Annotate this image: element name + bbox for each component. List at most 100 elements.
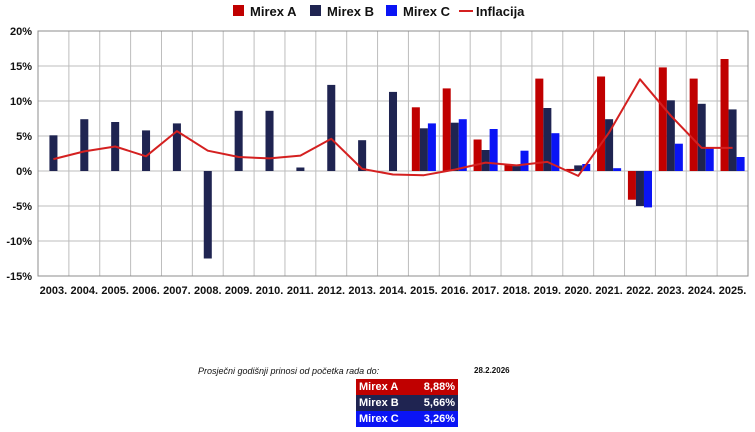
x-tick-label: 2007. xyxy=(163,285,191,297)
bar-mirex-b xyxy=(234,110,243,171)
bar-mirex-b xyxy=(203,171,212,259)
x-tick-label: 2023. xyxy=(657,285,685,297)
bar-mirex-c xyxy=(520,150,529,171)
x-tick-label: 2004. xyxy=(71,285,99,297)
bar-mirex-c xyxy=(613,168,622,171)
bar-mirex-c xyxy=(427,123,436,171)
bar-mirex-c xyxy=(551,133,560,171)
bar-mirex-b xyxy=(481,150,490,171)
bar-mirex-a xyxy=(720,59,729,171)
bar-mirex-b xyxy=(296,167,305,171)
x-tick-label: 2003. xyxy=(40,285,68,297)
x-axis-ticks: 2003. 2004. 2005. 2006. 2007. 2008. 2009. 2010.… xyxy=(40,285,747,297)
bar-mirex-b xyxy=(574,165,583,171)
bar-mirex-a xyxy=(627,171,636,200)
bar-mirex-b xyxy=(142,130,151,171)
legend-item: Mirex B xyxy=(310,4,374,19)
x-tick-label: 2019. xyxy=(534,285,562,297)
summary-fund-name: Mirex C xyxy=(359,413,399,425)
x-tick-label: 2016. xyxy=(441,285,469,297)
summary-row-mirex-b: Mirex B 5,66% xyxy=(356,395,458,411)
summary-fund-return: 8,88% xyxy=(423,381,455,393)
bar-mirex-b xyxy=(388,91,398,171)
bar-mirex-a xyxy=(597,76,606,171)
summary-fund-name: Mirex A xyxy=(359,381,399,393)
bar-mirex-b xyxy=(697,103,706,171)
x-tick-label: 2013. xyxy=(348,285,376,297)
x-tick-label: 2008. xyxy=(194,285,222,297)
bar-mirex-c xyxy=(705,147,714,171)
bar-mirex-a xyxy=(473,139,482,171)
y-axis-ticks: -15% -10% -5% 0% 5% 10% 15% 20% xyxy=(6,26,32,283)
bar-mirex-b xyxy=(49,135,58,171)
bar-mirex-b xyxy=(666,100,675,171)
legend-swatch xyxy=(233,5,244,16)
x-tick-label: 2025. xyxy=(719,285,747,297)
bar-mirex-b xyxy=(512,166,521,171)
bar-mirex-a xyxy=(658,67,667,171)
y-tick-label: 5% xyxy=(16,131,32,143)
bar-mirex-b xyxy=(605,119,614,171)
x-tick-label: 2014. xyxy=(379,285,407,297)
bar-mirex-c xyxy=(489,129,498,171)
y-tick-label: 20% xyxy=(10,26,32,38)
x-tick-label: 2024. xyxy=(688,285,716,297)
x-tick-label: 2020. xyxy=(564,285,592,297)
summary-fund-name: Mirex B xyxy=(359,397,399,409)
legend-item: Inflacija xyxy=(459,4,525,19)
x-tick-label: 2015. xyxy=(410,285,438,297)
legend-swatch xyxy=(310,5,321,16)
x-tick-label: 2022. xyxy=(626,285,654,297)
bar-mirex-c xyxy=(582,164,591,171)
bar-mirex-b xyxy=(543,108,552,171)
bar-mirex-c xyxy=(736,157,745,171)
x-tick-label: 2011. xyxy=(287,285,314,297)
summary-caption: Prosječni godišnji prinosi od početka ra… xyxy=(198,366,380,376)
y-tick-label: -10% xyxy=(6,236,32,248)
bar-mirex-a xyxy=(566,168,575,171)
bar-mirex-b xyxy=(635,171,644,206)
bar-mirex-b xyxy=(728,109,737,171)
x-tick-label: 2021. xyxy=(595,285,623,297)
bar-mirex-b xyxy=(419,128,428,171)
legend-label: Inflacija xyxy=(476,4,525,19)
bar-mirex-b xyxy=(80,119,89,171)
summary-fund-return: 3,26% xyxy=(423,413,455,425)
plot-frame xyxy=(37,30,749,277)
legend-label: Mirex C xyxy=(403,4,451,19)
y-tick-label: 15% xyxy=(10,61,32,73)
bar-mirex-c xyxy=(458,119,467,171)
summary-row-mirex-a: Mirex A 8,88% xyxy=(356,379,458,395)
y-tick-label: -5% xyxy=(12,201,32,213)
returns-chart: Mirex A Mirex B Mirex C Inflacija -15%-10%-… xyxy=(6,4,749,297)
legend-label: Mirex A xyxy=(250,4,297,19)
x-tick-label: 2017. xyxy=(472,285,500,297)
bar-mirex-b xyxy=(172,123,181,171)
legend-item: Mirex A xyxy=(233,4,297,19)
summary-fund-return: 5,66% xyxy=(423,397,455,409)
summary-date: 28.2.2026 xyxy=(474,366,510,375)
y-tick-label: 10% xyxy=(10,96,32,108)
x-tick-label: 2012. xyxy=(317,285,345,297)
bar-mirex-a xyxy=(689,78,698,171)
legend-swatch xyxy=(386,5,397,16)
bar-mirex-a xyxy=(504,164,513,171)
y-tick-label: 0% xyxy=(16,166,32,178)
x-tick-label: 2009. xyxy=(225,285,253,297)
x-tick-label: 2006. xyxy=(132,285,160,297)
inflation-line xyxy=(53,78,733,177)
bar-mirex-a xyxy=(535,78,544,171)
x-tick-label: 2018. xyxy=(503,285,531,297)
chart-legend: Mirex A Mirex B Mirex C Inflacija xyxy=(233,4,525,19)
bar-mirex-b xyxy=(265,110,274,171)
y-tick-label: -15% xyxy=(6,271,32,283)
bar-mirex-b xyxy=(327,84,336,171)
bar-mirex-c xyxy=(674,143,683,171)
bar-mirex-b xyxy=(358,140,367,171)
x-tick-label: 2005. xyxy=(101,285,129,297)
summary-row-mirex-c: Mirex C 3,26% xyxy=(356,411,458,427)
inflation-line-group xyxy=(53,78,733,177)
bar-mirex-a xyxy=(411,107,420,171)
chart-bars xyxy=(49,59,745,259)
legend-item: Mirex C xyxy=(386,4,451,19)
